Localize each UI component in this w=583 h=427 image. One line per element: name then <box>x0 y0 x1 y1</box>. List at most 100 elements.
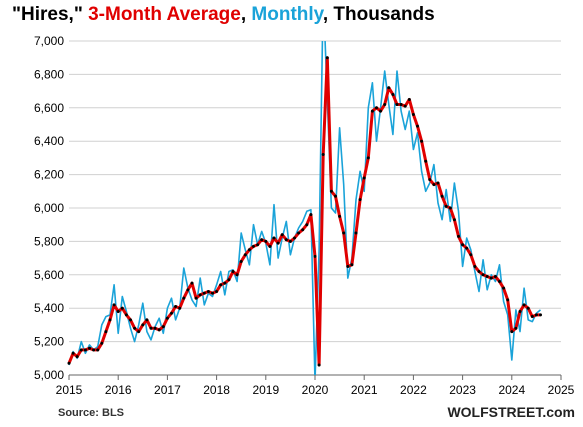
average-point <box>67 361 71 365</box>
average-point <box>120 306 124 310</box>
average-point <box>190 281 194 285</box>
average-point <box>129 318 132 322</box>
average-point <box>354 231 358 235</box>
average-point <box>96 348 100 352</box>
average-point <box>534 313 538 317</box>
y-tick-label: 6,800 <box>34 67 64 81</box>
average-point <box>436 181 440 185</box>
average-point <box>75 355 79 359</box>
average-point <box>395 102 399 106</box>
average-point <box>481 273 485 277</box>
average-point <box>366 156 370 160</box>
average-point <box>71 351 75 355</box>
average-point <box>477 269 481 273</box>
average-point <box>428 178 432 182</box>
average-point <box>88 346 91 350</box>
average-point <box>383 102 387 106</box>
average-point <box>247 248 251 252</box>
x-tick-label: 2020 <box>302 383 329 397</box>
average-point <box>223 281 227 285</box>
average-point <box>268 244 272 248</box>
average-point <box>469 253 473 257</box>
average-point <box>457 234 460 238</box>
average-point <box>178 306 182 310</box>
average-point <box>133 326 137 330</box>
title-thousands: Thousands <box>333 4 435 25</box>
average-point <box>92 348 96 352</box>
series-line-3-month-average <box>67 56 541 367</box>
x-tick-label: 2017 <box>154 383 181 397</box>
y-tick-label: 6,400 <box>34 134 64 148</box>
average-point <box>104 330 108 334</box>
y-tick-label: 6,600 <box>34 101 64 115</box>
average-point <box>321 153 325 157</box>
average-point <box>309 213 313 217</box>
average-point <box>276 241 280 245</box>
axes <box>68 374 562 380</box>
average-point <box>522 303 526 307</box>
average-point <box>325 56 329 60</box>
average-point <box>174 305 178 309</box>
x-tick-label: 2025 <box>548 383 575 397</box>
x-tick-label: 2023 <box>449 383 476 397</box>
x-tick-label: 2021 <box>351 383 378 397</box>
average-point <box>440 194 444 198</box>
average-point <box>416 124 419 128</box>
y-tick-label: 6,200 <box>34 168 64 182</box>
average-point <box>350 263 354 267</box>
average-point <box>334 194 337 198</box>
average-markers <box>67 56 542 367</box>
average-point <box>375 106 378 110</box>
average-point <box>448 206 452 210</box>
average-point <box>83 348 87 352</box>
average-point <box>219 283 223 287</box>
average-point <box>493 274 497 278</box>
average-point <box>498 279 501 283</box>
x-tick-label: 2022 <box>400 383 427 397</box>
average-point <box>391 92 395 96</box>
x-axis-tick-labels: 2015 2016 2017 2018 2019 2020 2021 2022 2023 2024… <box>56 383 575 397</box>
average-point <box>420 139 424 143</box>
average-point <box>370 109 374 113</box>
average-point <box>305 223 309 227</box>
y-tick-label: 7,000 <box>34 34 64 48</box>
average-point <box>399 102 403 106</box>
average-point <box>489 276 493 280</box>
average-point <box>342 231 346 235</box>
average-point <box>297 231 301 235</box>
average-point <box>379 109 383 113</box>
average-point <box>170 311 173 315</box>
x-tick-label: 2015 <box>56 383 83 397</box>
title-comma-1: , <box>240 4 247 25</box>
average-point <box>231 269 235 273</box>
average-point <box>284 238 288 242</box>
average-point <box>145 318 149 322</box>
average-point <box>137 330 141 334</box>
average-point <box>215 290 219 293</box>
x-tick-label: 2018 <box>203 383 230 397</box>
average-point <box>387 86 391 90</box>
source-label: Source: BLS <box>58 407 125 419</box>
average-point <box>100 341 104 345</box>
average-point <box>346 264 350 268</box>
average-point <box>313 254 317 258</box>
average-point <box>186 288 190 292</box>
average-point <box>317 363 321 367</box>
average-point <box>432 183 436 187</box>
average-point <box>329 189 333 193</box>
title-hires: "Hires," <box>12 4 83 25</box>
y-tick-label: 5,800 <box>34 234 64 248</box>
average-point <box>124 313 128 317</box>
average-point <box>239 259 243 263</box>
average-point <box>424 159 428 163</box>
brand-watermark: WOLFSTREET.com <box>447 404 575 420</box>
y-axis-tick-labels: 5,000 5,200 5,400 5,600 5,800 6,000 6,200 6,400… <box>34 34 64 382</box>
average-point <box>79 348 83 352</box>
average-point <box>485 274 489 278</box>
average-point <box>338 214 342 218</box>
average-point <box>108 318 112 322</box>
y-tick-label: 5,200 <box>34 335 64 349</box>
average-point <box>211 291 214 295</box>
y-tick-label: 5,400 <box>34 301 64 315</box>
average-point <box>530 315 534 319</box>
